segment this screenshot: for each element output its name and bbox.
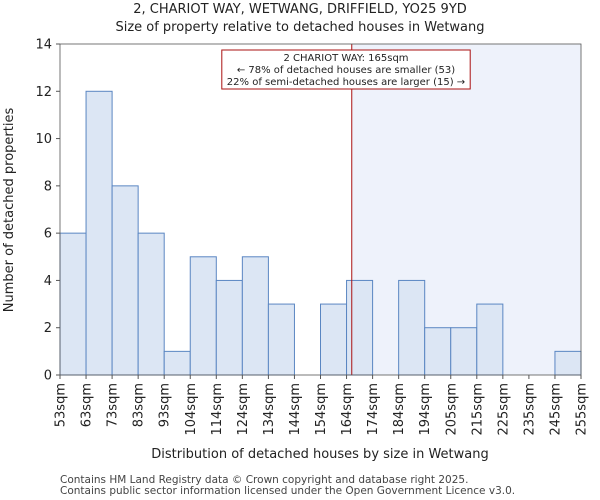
x-tick-label: 93sqm bbox=[158, 383, 173, 427]
y-axis-label: Number of detached properties bbox=[2, 108, 17, 313]
x-tick-label: 83sqm bbox=[132, 383, 147, 427]
x-tick-label: 174sqm bbox=[366, 383, 381, 436]
x-tick-label: 73sqm bbox=[106, 383, 121, 427]
bar bbox=[476, 303, 504, 376]
y-tick-label: 2 bbox=[44, 321, 52, 336]
bar bbox=[137, 232, 165, 376]
x-tick-label: 235sqm bbox=[522, 383, 537, 436]
x-tick-label: 225sqm bbox=[496, 383, 511, 436]
x-tick-label: 245sqm bbox=[548, 383, 563, 436]
x-tick-label: 255sqm bbox=[575, 383, 590, 436]
annotation-line1: 2 CHARIOT WAY: 165sqm bbox=[283, 53, 408, 64]
x-tick-label: 154sqm bbox=[314, 383, 329, 436]
footer-line1: Contains HM Land Registry data © Crown c… bbox=[60, 474, 468, 486]
annotation-box: 2 CHARIOT WAY: 165sqm ← 78% of detached … bbox=[221, 49, 471, 90]
bar bbox=[450, 327, 478, 376]
y-tick-label: 6 bbox=[44, 227, 52, 242]
x-tick-label: 104sqm bbox=[184, 383, 199, 436]
y-tick-label: 8 bbox=[44, 179, 52, 194]
x-tick-label: 134sqm bbox=[262, 383, 277, 436]
chart-title-line2: Size of property relative to detached ho… bbox=[115, 20, 484, 35]
bar bbox=[554, 350, 582, 376]
bar bbox=[85, 90, 113, 376]
bar bbox=[215, 279, 243, 376]
x-axis-label: Distribution of detached houses by size … bbox=[151, 447, 489, 462]
y-tick-label: 12 bbox=[35, 85, 52, 100]
bar bbox=[111, 185, 139, 376]
bar bbox=[320, 303, 348, 376]
x-tick-label: 215sqm bbox=[470, 383, 485, 436]
bar bbox=[241, 256, 269, 376]
y-ticks-group: 0 2 4 6 8 10 12 14 bbox=[35, 38, 60, 384]
bar bbox=[346, 279, 374, 376]
y-tick-label: 10 bbox=[35, 132, 52, 147]
x-tick-label: 124sqm bbox=[236, 383, 251, 436]
x-tick-label: 53sqm bbox=[54, 383, 69, 427]
x-tick-label: 205sqm bbox=[444, 383, 459, 436]
x-tick-label: 63sqm bbox=[80, 383, 95, 427]
bar bbox=[189, 256, 217, 376]
bar bbox=[267, 303, 295, 376]
chart-title-line1: 2, CHARIOT WAY, WETWANG, DRIFFIELD, YO25… bbox=[133, 2, 467, 17]
bar bbox=[163, 350, 191, 376]
y-tick-label: 4 bbox=[44, 274, 52, 289]
y-tick-label: 0 bbox=[44, 369, 52, 384]
bar bbox=[424, 327, 452, 376]
bar bbox=[398, 279, 426, 376]
x-ticks-group: 53sqm 63sqm 73sqm 83sqm 93sqm 104sqm 114sqm 124… bbox=[54, 375, 590, 436]
bar bbox=[59, 232, 87, 376]
x-tick-label: 184sqm bbox=[392, 383, 407, 436]
annotation-line2: ← 78% of detached houses are smaller (53… bbox=[237, 65, 455, 76]
x-tick-label: 194sqm bbox=[418, 383, 433, 436]
x-tick-label: 144sqm bbox=[288, 383, 303, 436]
highlight-region bbox=[351, 44, 581, 375]
footer-line2: Contains public sector information licen… bbox=[60, 485, 515, 497]
x-tick-label: 164sqm bbox=[340, 383, 355, 436]
annotation-line3: 22% of semi-detached houses are larger (… bbox=[227, 77, 465, 88]
y-tick-label: 14 bbox=[35, 38, 52, 53]
bars-group bbox=[59, 90, 582, 376]
x-tick-label: 114sqm bbox=[210, 383, 225, 436]
